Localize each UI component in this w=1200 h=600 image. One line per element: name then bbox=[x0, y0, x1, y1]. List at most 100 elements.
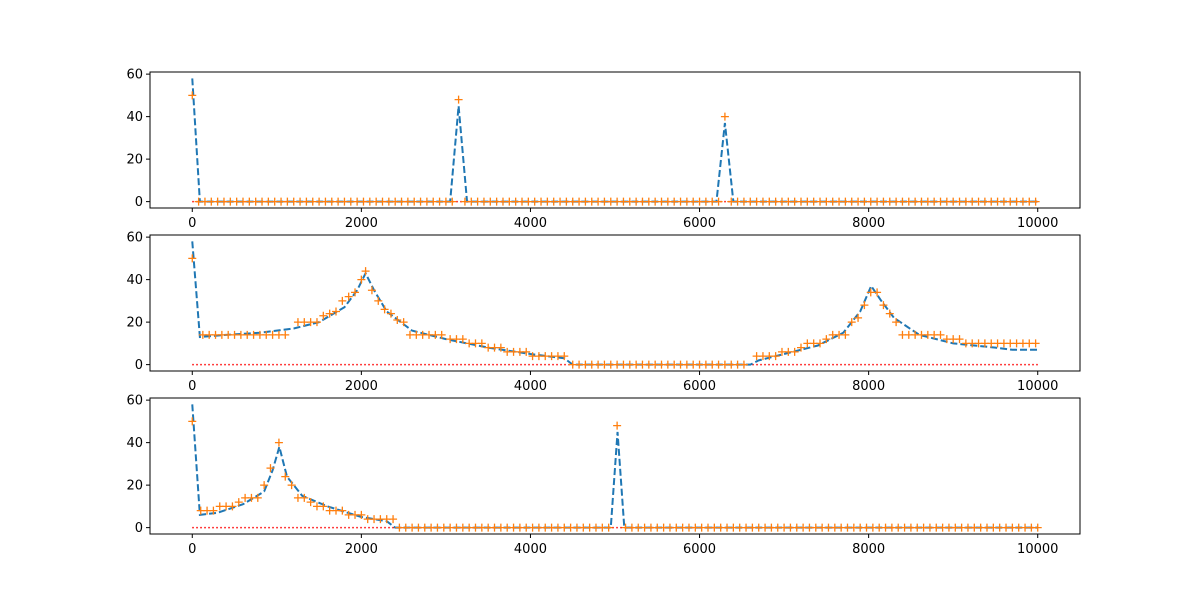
data-point-marker bbox=[892, 318, 901, 327]
data-point-marker bbox=[266, 464, 275, 473]
data-point-marker bbox=[841, 330, 850, 339]
data-point-marker bbox=[720, 112, 729, 121]
data-point-marker bbox=[389, 515, 398, 524]
data-point-marker bbox=[188, 417, 197, 426]
axes-frame bbox=[149, 234, 1081, 372]
data-point-marker bbox=[1031, 197, 1040, 206]
data-point-marker bbox=[287, 481, 296, 490]
data-point-marker bbox=[604, 523, 613, 532]
data-point-marker bbox=[790, 347, 799, 356]
x-tick-label: 8000 bbox=[852, 216, 885, 231]
y-tick-label: 0 bbox=[135, 521, 143, 536]
data-point-marker bbox=[437, 330, 446, 339]
data-point-marker bbox=[816, 339, 825, 348]
data-point-marker bbox=[332, 307, 340, 316]
y-tick-label: 40 bbox=[126, 273, 143, 288]
data-point-marker bbox=[399, 318, 408, 327]
data-point-marker bbox=[319, 311, 328, 320]
data-point-marker bbox=[873, 288, 882, 297]
x-tick-label: 2000 bbox=[345, 379, 378, 394]
data-point-marker bbox=[454, 95, 463, 104]
plot-area bbox=[188, 241, 1040, 369]
y-tick-label: 60 bbox=[126, 394, 143, 409]
data-point-marker bbox=[351, 288, 360, 297]
data-point-marker bbox=[797, 343, 805, 352]
y-tick-label: 40 bbox=[126, 436, 143, 451]
axes-frame bbox=[149, 71, 1081, 209]
x-tick-label: 0 bbox=[188, 379, 196, 394]
plot-area bbox=[188, 78, 1040, 206]
data-point-marker bbox=[357, 510, 366, 519]
data-point-marker bbox=[560, 352, 569, 361]
x-tick-label: 6000 bbox=[683, 379, 716, 394]
y-tick-label: 20 bbox=[126, 316, 143, 331]
subplot-2: 0 2000 4000 6000 8000 10000 0 20 40 60 bbox=[126, 231, 1081, 394]
data-point-marker bbox=[714, 197, 723, 206]
y-tick-label: 40 bbox=[126, 110, 143, 125]
x-tick-label: 10000 bbox=[1017, 542, 1058, 557]
data-point-marker bbox=[260, 481, 269, 490]
data-point-marker bbox=[338, 296, 347, 305]
data-point-marker bbox=[860, 301, 869, 310]
data-point-marker bbox=[477, 339, 486, 348]
plot-area bbox=[188, 404, 1042, 532]
subplot-1: 0 2000 4000 6000 8000 10000 0 20 40 60 bbox=[126, 68, 1081, 231]
data-point-marker bbox=[361, 267, 370, 276]
x-tick-label: 0 bbox=[188, 216, 196, 231]
y-tick-label: 20 bbox=[126, 153, 143, 168]
data-point-marker bbox=[344, 292, 353, 301]
data-point-marker bbox=[847, 318, 856, 327]
x-tick-label: 6000 bbox=[683, 542, 716, 557]
data-point-marker bbox=[496, 343, 505, 352]
data-point-marker bbox=[771, 352, 780, 361]
series-line bbox=[191, 404, 1038, 529]
data-point-marker bbox=[879, 301, 888, 310]
data-point-marker bbox=[306, 498, 315, 507]
x-tick-label: 8000 bbox=[852, 542, 885, 557]
data-point-marker bbox=[613, 421, 622, 430]
data-point-marker bbox=[522, 347, 531, 356]
x-tick-label: 6000 bbox=[683, 216, 716, 231]
x-tick-label: 10000 bbox=[1017, 216, 1058, 231]
data-point-marker bbox=[209, 506, 218, 515]
x-tick-label: 4000 bbox=[514, 216, 547, 231]
y-tick-label: 60 bbox=[126, 68, 143, 83]
data-point-marker bbox=[458, 335, 467, 344]
x-tick-label: 0 bbox=[188, 542, 196, 557]
y-tick-label: 20 bbox=[126, 479, 143, 494]
data-point-marker bbox=[312, 318, 321, 327]
data-point-marker bbox=[319, 502, 328, 511]
data-point-marker bbox=[357, 275, 366, 284]
data-point-marker bbox=[234, 498, 243, 507]
data-point-marker bbox=[380, 305, 389, 314]
x-tick-label: 10000 bbox=[1017, 379, 1058, 394]
x-tick-label: 2000 bbox=[345, 542, 378, 557]
data-point-marker bbox=[253, 493, 262, 502]
x-tick-label: 4000 bbox=[514, 379, 547, 394]
data-point-marker bbox=[300, 493, 309, 502]
data-point-marker bbox=[739, 360, 748, 369]
data-point-marker bbox=[393, 316, 402, 324]
y-tick-label: 60 bbox=[126, 231, 143, 246]
data-point-marker bbox=[448, 197, 457, 206]
data-point-marker bbox=[188, 91, 197, 100]
axes-frame bbox=[149, 397, 1081, 535]
data-point-marker bbox=[885, 309, 894, 318]
subplot-3: 0 2000 4000 6000 8000 10000 0 20 40 60 bbox=[126, 394, 1081, 557]
x-tick-label: 4000 bbox=[514, 542, 547, 557]
data-point-marker bbox=[1031, 339, 1040, 348]
y-tick-label: 0 bbox=[135, 195, 143, 210]
data-point-marker bbox=[325, 309, 334, 318]
data-point-marker bbox=[338, 506, 347, 515]
data-point-marker bbox=[386, 309, 395, 318]
data-point-marker bbox=[228, 502, 237, 511]
data-point-marker bbox=[936, 330, 945, 339]
data-point-marker bbox=[374, 296, 383, 305]
data-point-marker bbox=[1033, 523, 1042, 532]
data-point-marker bbox=[854, 313, 863, 322]
data-point-marker bbox=[281, 472, 290, 481]
data-point-marker bbox=[281, 330, 290, 339]
data-point-marker bbox=[274, 438, 283, 447]
